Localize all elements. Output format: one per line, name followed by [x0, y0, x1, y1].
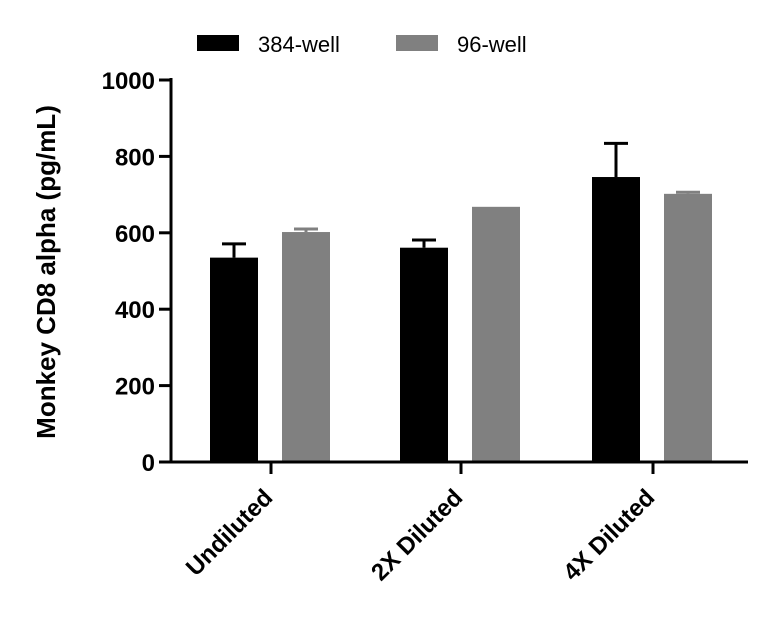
- y-axis-title: Monkey CD8 alpha (pg/mL): [31, 105, 61, 439]
- y-tick-label: 800: [115, 144, 155, 171]
- bar: [472, 206, 520, 462]
- bar: [210, 257, 258, 462]
- y-tick-label: 400: [115, 297, 155, 324]
- legend-label: 384-well: [258, 32, 340, 57]
- legend-label: 96-well: [457, 32, 527, 57]
- legend: 384-well 96-well: [197, 32, 527, 57]
- x-tick-label: Undiluted: [181, 484, 278, 581]
- bar: [282, 232, 330, 462]
- bar: [400, 247, 448, 462]
- y-axis: 0 200 400 600 800 1000: [102, 68, 173, 477]
- y-tick-label: 600: [115, 221, 155, 248]
- y-tick-label: 1000: [102, 68, 155, 95]
- bars: [210, 141, 712, 462]
- x-tick-label: 2X Diluted: [366, 484, 468, 586]
- legend-swatch: [197, 35, 239, 51]
- y-tick-label: 0: [142, 450, 155, 477]
- y-tick-label: 200: [115, 374, 155, 401]
- x-axis: Undiluted 2X Diluted 4X Diluted: [169, 460, 748, 586]
- bar: [592, 177, 640, 462]
- bar: [664, 193, 712, 462]
- legend-swatch: [396, 35, 438, 51]
- x-tick-label: 4X Diluted: [558, 484, 660, 586]
